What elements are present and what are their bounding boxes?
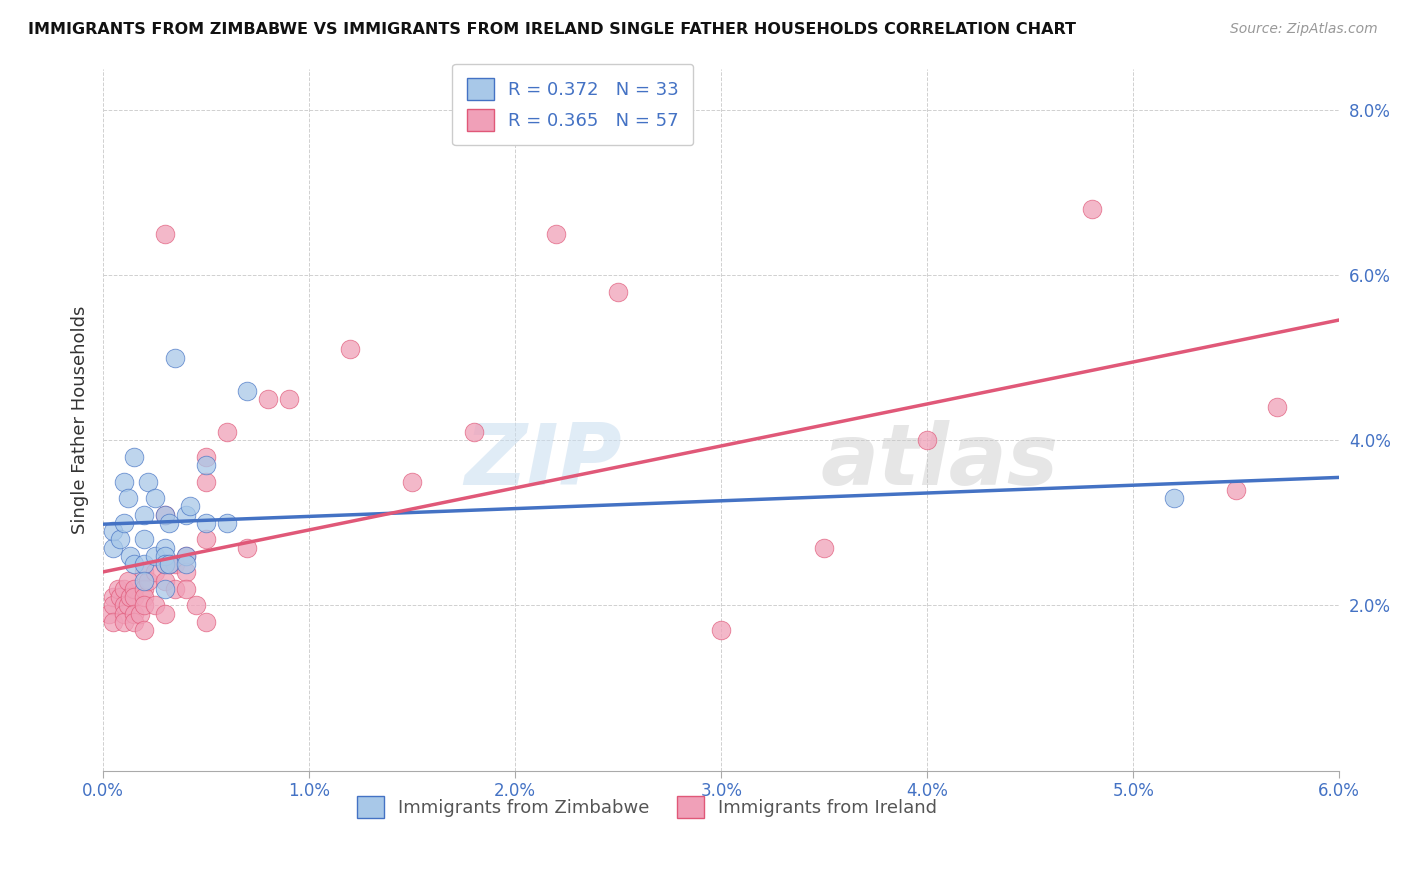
Point: [157, 557, 180, 571]
Point: [546, 227, 568, 241]
Point: [153, 541, 176, 555]
Point: [174, 549, 197, 563]
Point: [143, 566, 166, 580]
Point: [122, 615, 145, 629]
Point: [174, 566, 197, 580]
Point: [143, 599, 166, 613]
Point: [103, 541, 125, 555]
Point: [103, 591, 125, 605]
Point: [1225, 483, 1247, 497]
Point: [103, 615, 125, 629]
Point: [134, 557, 156, 571]
Point: [129, 607, 152, 621]
Point: [174, 557, 197, 571]
Point: [165, 582, 187, 596]
Point: [236, 384, 259, 398]
Point: [117, 574, 139, 588]
Point: [108, 591, 131, 605]
Point: [138, 475, 160, 489]
Point: [134, 574, 156, 588]
Point: [122, 450, 145, 464]
Point: [607, 285, 630, 299]
Point: [277, 392, 299, 406]
Point: [117, 599, 139, 613]
Text: Source: ZipAtlas.com: Source: ZipAtlas.com: [1230, 22, 1378, 37]
Point: [138, 574, 160, 588]
Point: [134, 508, 156, 522]
Point: [236, 541, 259, 555]
Point: [153, 582, 176, 596]
Point: [179, 500, 201, 514]
Point: [112, 615, 135, 629]
Point: [153, 557, 176, 571]
Point: [118, 591, 141, 605]
Point: [112, 475, 135, 489]
Point: [165, 557, 187, 571]
Point: [143, 491, 166, 505]
Text: IMMIGRANTS FROM ZIMBABWE VS IMMIGRANTS FROM IRELAND SINGLE FATHER HOUSEHOLDS COR: IMMIGRANTS FROM ZIMBABWE VS IMMIGRANTS F…: [28, 22, 1076, 37]
Point: [134, 591, 156, 605]
Point: [813, 541, 835, 555]
Point: [215, 425, 238, 439]
Point: [195, 458, 218, 472]
Point: [174, 549, 197, 563]
Point: [134, 533, 156, 547]
Point: [339, 343, 361, 357]
Point: [153, 508, 176, 522]
Point: [98, 607, 121, 621]
Point: [153, 557, 176, 571]
Text: ZIP: ZIP: [465, 420, 623, 503]
Point: [710, 624, 733, 638]
Point: [915, 434, 938, 448]
Point: [134, 566, 156, 580]
Point: [215, 516, 238, 530]
Point: [153, 227, 176, 241]
Point: [1267, 401, 1289, 415]
Point: [112, 516, 135, 530]
Point: [195, 516, 218, 530]
Point: [134, 599, 156, 613]
Point: [174, 582, 197, 596]
Point: [153, 549, 176, 563]
Point: [118, 549, 141, 563]
Point: [153, 607, 176, 621]
Point: [153, 574, 176, 588]
Point: [463, 425, 485, 439]
Point: [195, 450, 218, 464]
Y-axis label: Single Father Households: Single Father Households: [72, 305, 89, 533]
Point: [195, 615, 218, 629]
Point: [153, 508, 176, 522]
Point: [157, 516, 180, 530]
Point: [401, 475, 423, 489]
Point: [122, 591, 145, 605]
Point: [103, 599, 125, 613]
Point: [112, 607, 135, 621]
Point: [1163, 491, 1185, 505]
Point: [143, 549, 166, 563]
Point: [122, 582, 145, 596]
Point: [165, 351, 187, 365]
Point: [108, 533, 131, 547]
Point: [257, 392, 280, 406]
Point: [112, 599, 135, 613]
Point: [157, 557, 180, 571]
Point: [117, 491, 139, 505]
Point: [103, 524, 125, 538]
Legend: Immigrants from Zimbabwe, Immigrants from Ireland: Immigrants from Zimbabwe, Immigrants fro…: [350, 789, 945, 825]
Point: [134, 624, 156, 638]
Point: [174, 508, 197, 522]
Point: [184, 599, 207, 613]
Point: [195, 475, 218, 489]
Point: [112, 582, 135, 596]
Point: [122, 557, 145, 571]
Point: [1081, 202, 1104, 216]
Point: [195, 533, 218, 547]
Text: atlas: atlas: [820, 420, 1059, 503]
Point: [134, 582, 156, 596]
Point: [122, 607, 145, 621]
Point: [107, 582, 129, 596]
